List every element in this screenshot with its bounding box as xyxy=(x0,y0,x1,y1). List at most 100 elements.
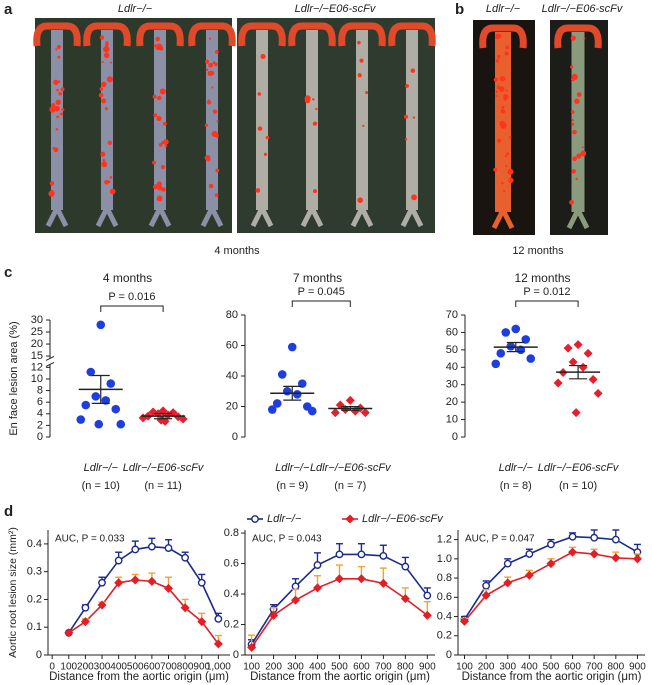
series-line xyxy=(68,579,220,645)
data-point xyxy=(357,550,366,559)
lesion-spot xyxy=(57,80,61,84)
data-point xyxy=(163,410,173,420)
y-tick-label: 40 xyxy=(226,370,238,382)
aorta-body xyxy=(256,30,268,210)
lesion-spot xyxy=(365,91,369,95)
data-point xyxy=(563,343,573,353)
lesion-spot xyxy=(163,139,169,145)
lesion-spot xyxy=(312,121,318,126)
lesion-spot xyxy=(152,160,157,165)
lesion-spot xyxy=(211,130,218,138)
data-point xyxy=(164,544,173,552)
y-tick-label: 20 xyxy=(31,338,43,350)
y-tick-label: 0.6 xyxy=(224,557,239,569)
lesion-spot xyxy=(412,116,416,119)
data-point xyxy=(269,610,279,620)
y-tick-label: 30 xyxy=(446,379,458,391)
y-tick-label: 0 xyxy=(446,649,452,661)
category-label: Ldlr−/− xyxy=(275,462,310,474)
group-label: Ldlr−/−E06-scFv xyxy=(542,3,624,15)
lesion-spot xyxy=(101,98,107,104)
y-tick-label: 0.4 xyxy=(27,538,42,550)
x-tick-label: 900 xyxy=(193,662,210,673)
data-point xyxy=(312,583,322,593)
y-tick-label: 0 xyxy=(36,649,42,661)
chart-title: 4 months xyxy=(103,271,152,285)
lesion-spot xyxy=(100,151,106,157)
aorta-body xyxy=(51,30,63,210)
y-tick-label: 0.1 xyxy=(27,621,42,633)
legend-label: Ldlr−/− xyxy=(267,513,302,525)
aorta-fork xyxy=(566,208,590,230)
lesion-spot xyxy=(54,105,60,112)
lesion-spot xyxy=(51,103,56,108)
data-point xyxy=(287,342,297,352)
x-tick-label: 400 xyxy=(521,662,538,673)
lesion-spot xyxy=(153,113,158,118)
y-tick-label: 0 xyxy=(37,431,43,443)
aorta-fork xyxy=(400,206,424,228)
data-point xyxy=(632,554,642,564)
lesion-spot xyxy=(207,99,210,102)
lesion-spot xyxy=(504,51,509,56)
lesion-spot xyxy=(571,77,576,82)
category-note: (n = 7) xyxy=(334,480,366,492)
lesion-spot xyxy=(570,110,575,114)
panel-label: d xyxy=(4,503,13,520)
lesion-spot xyxy=(576,153,582,159)
lesion-spot xyxy=(495,59,500,63)
panel-label: c xyxy=(4,264,12,281)
data-point xyxy=(340,405,350,415)
y-tick-label: 20 xyxy=(446,396,458,408)
lesion-spot xyxy=(255,188,261,193)
lesion-spot xyxy=(257,92,262,96)
data-point xyxy=(546,559,556,569)
data-point xyxy=(379,552,388,560)
axis-break xyxy=(45,356,55,361)
lesion-spot xyxy=(55,99,61,105)
data-point xyxy=(130,575,140,585)
lesion-spot xyxy=(99,35,105,40)
data-point xyxy=(400,594,410,604)
data-point xyxy=(291,595,301,605)
y-tick-label: 10 xyxy=(31,373,43,385)
y-tick-label: 1.2 xyxy=(437,534,452,546)
lesion-spot xyxy=(216,120,219,123)
x-tick-label: 800 xyxy=(397,662,414,673)
x-tick-label: 100 xyxy=(60,662,77,673)
lesion-spot xyxy=(53,147,59,153)
data-point xyxy=(503,559,512,568)
data-point xyxy=(525,550,534,558)
lesion-spot xyxy=(56,88,59,92)
significance-bracket xyxy=(291,300,351,307)
lesion-spot xyxy=(50,189,54,193)
lesion-spot xyxy=(162,121,167,126)
y-tick-label: 80 xyxy=(226,309,238,321)
lesion-spot xyxy=(101,60,104,63)
data-point xyxy=(111,404,121,414)
category-note: (n = 10) xyxy=(559,480,597,492)
y-tick-label: 30 xyxy=(31,314,43,326)
lesion-spot xyxy=(507,168,514,175)
lesion-spot xyxy=(263,152,268,156)
y-tick-label: 0.4 xyxy=(437,610,452,622)
data-point xyxy=(214,614,223,623)
lesion-spot xyxy=(101,81,107,88)
data-point xyxy=(80,617,90,627)
lesion-spot xyxy=(357,197,363,203)
legend-marker xyxy=(345,514,355,524)
aorta-arch xyxy=(33,22,81,47)
aorta-arch xyxy=(388,22,436,47)
lesion-spot xyxy=(158,143,163,147)
lesion-spot xyxy=(160,164,166,170)
lesion-spot xyxy=(497,138,502,143)
data-point xyxy=(291,582,300,591)
data-point xyxy=(401,562,410,571)
legend-label: Ldlr−/−E06-scFv xyxy=(362,513,444,525)
data-point xyxy=(272,399,282,408)
data-point xyxy=(524,570,534,580)
lesion-spot xyxy=(156,181,162,187)
p-value: P = 0.012 xyxy=(523,286,570,298)
category-label: Ldlr−/−E06-scFv xyxy=(310,462,392,474)
data-point xyxy=(571,408,581,418)
